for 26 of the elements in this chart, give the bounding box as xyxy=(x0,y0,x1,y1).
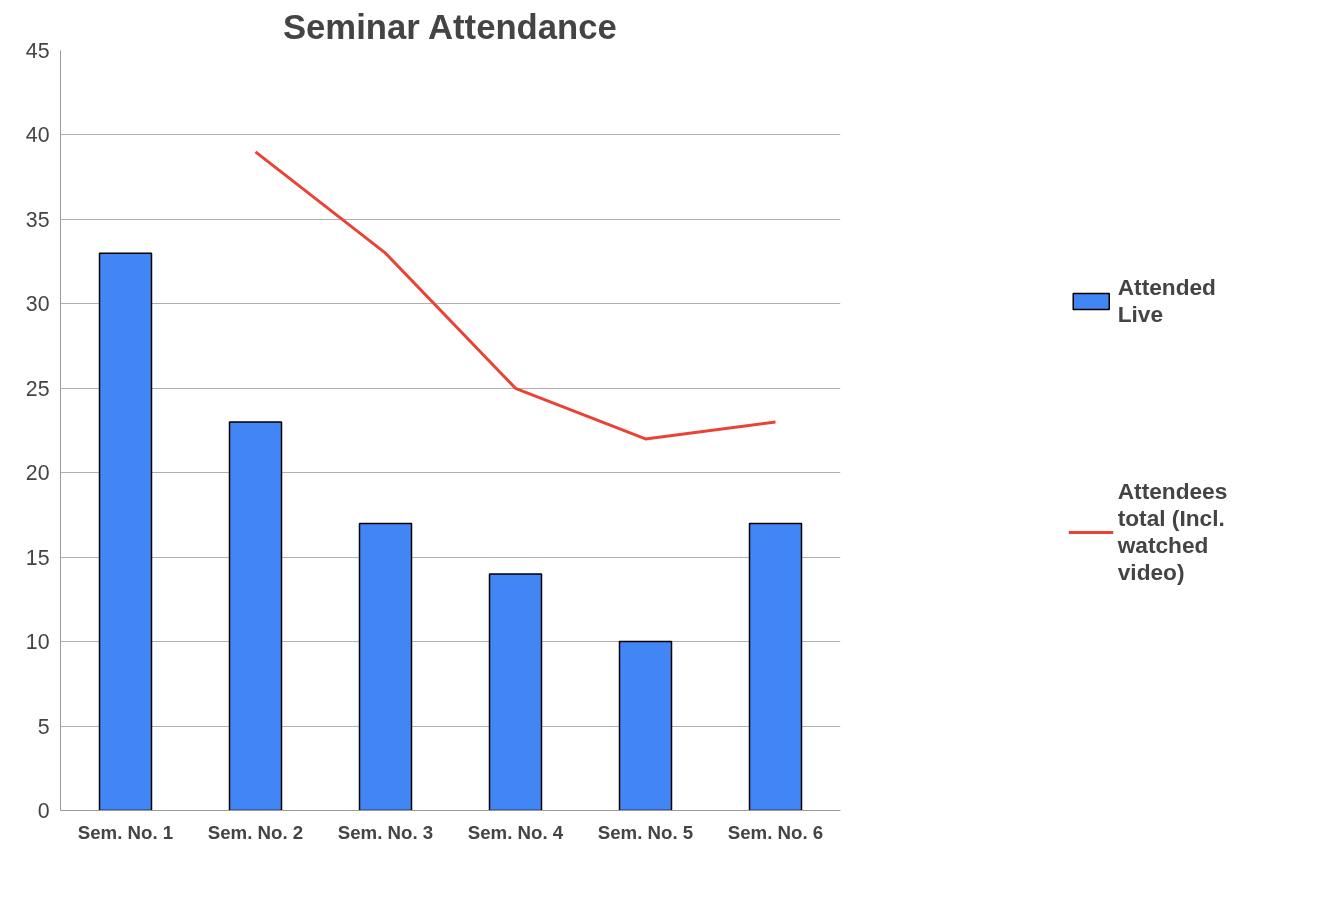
y-tick-label: 35 xyxy=(25,207,50,232)
bar xyxy=(618,640,673,811)
x-tick-label: Sem. No. 1 xyxy=(77,821,174,843)
bar xyxy=(358,522,413,811)
legend-label: Attendees total (Incl. watched video) xyxy=(1117,478,1228,586)
y-tick-label: 40 xyxy=(25,123,50,148)
y-tick-label: 20 xyxy=(25,461,50,486)
bar xyxy=(98,252,153,811)
x-tick-label: Sem. No. 3 xyxy=(337,821,434,843)
line-series xyxy=(254,150,777,441)
y-tick-label: 10 xyxy=(25,630,50,655)
y-tick-label: 15 xyxy=(25,545,50,570)
x-tick-label: Sem. No. 6 xyxy=(727,821,824,843)
y-tick-label: 30 xyxy=(25,292,50,317)
y-tick-label: 45 xyxy=(25,39,50,63)
y-tick-label: 0 xyxy=(37,799,50,823)
legend-label: Attended Live xyxy=(1117,274,1217,328)
x-tick-label: Sem. No. 2 xyxy=(207,821,304,843)
y-tick-label: 25 xyxy=(25,376,50,401)
x-tick-label: Sem. No. 5 xyxy=(597,821,694,843)
x-tick-label: Sem. No. 4 xyxy=(467,821,564,843)
bar xyxy=(488,573,543,811)
y-tick-label: 5 xyxy=(37,714,50,739)
chart-title: Seminar Attendance xyxy=(282,7,617,46)
bar xyxy=(228,421,283,811)
bar xyxy=(748,522,803,811)
